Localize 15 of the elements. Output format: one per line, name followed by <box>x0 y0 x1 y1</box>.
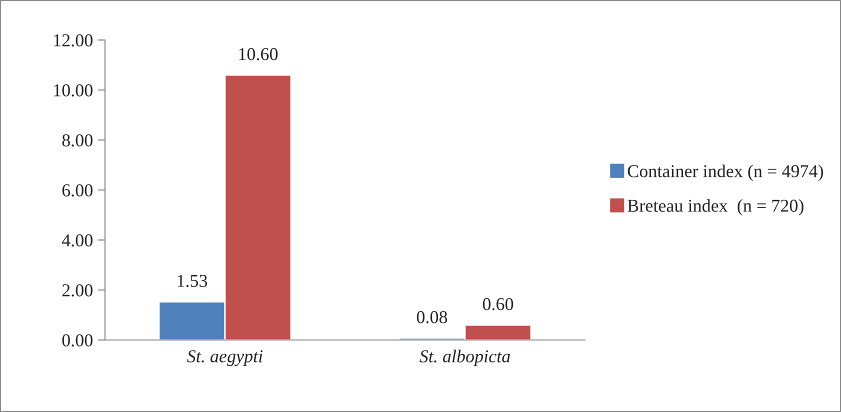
data-label: 10.60 <box>239 48 278 60</box>
x-tick-label: St. aegypti <box>187 350 263 366</box>
data-label: 0.08 <box>416 311 448 324</box>
x-tick-label: St. albopicta <box>420 350 510 366</box>
legend-label: Container index (n = 4974) <box>628 164 824 181</box>
y-tick-label: 6.00 <box>62 184 93 197</box>
y-tick-label: 10.00 <box>54 84 93 97</box>
y-tick-label: 4.00 <box>62 234 93 247</box>
data-label: 0.60 <box>482 298 514 310</box>
y-tick-label: 2.00 <box>62 284 93 297</box>
legend-label: Breteau index (n = 720) <box>628 199 804 216</box>
y-tick-label: 12.00 <box>54 34 93 47</box>
y-tick-label: 8.00 <box>62 134 93 147</box>
y-tick-label: 0.00 <box>62 334 93 347</box>
data-label: 1.53 <box>178 274 208 288</box>
